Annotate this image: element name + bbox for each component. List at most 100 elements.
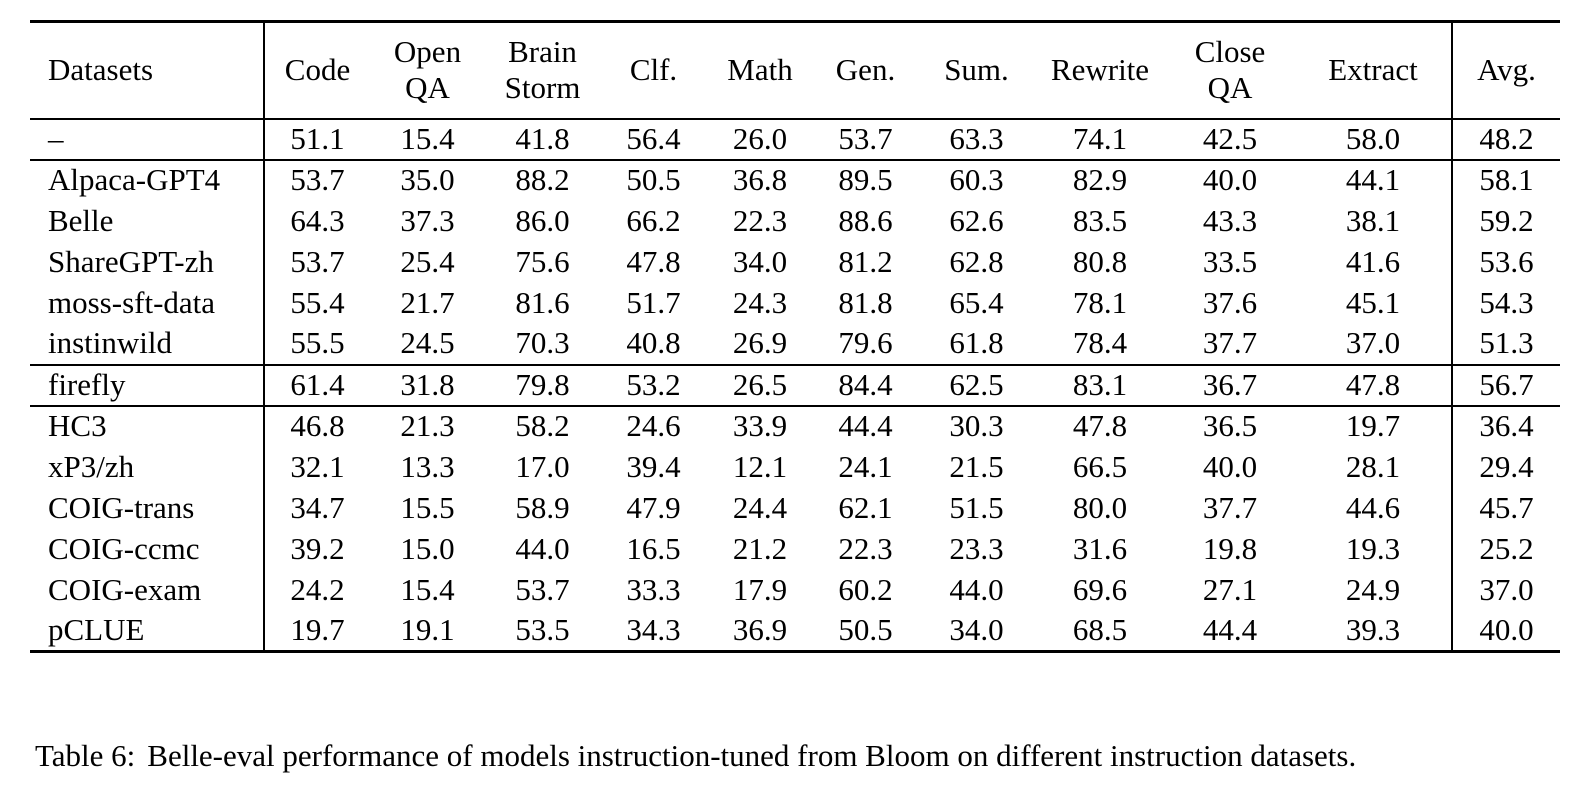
score-cell: 24.9	[1345, 571, 1401, 607]
dataset-label: moss-sft-data	[30, 282, 265, 324]
score-cell: 36.9	[732, 611, 788, 647]
score-cell: 31.6	[1072, 530, 1128, 566]
score-cell: 65.4	[949, 284, 1004, 320]
score-cell: 45.1	[1345, 284, 1401, 320]
caption-text: Belle-eval performance of models instruc…	[147, 738, 1357, 773]
score-cell: 44.0	[515, 530, 570, 566]
score-cell: 62.1	[838, 489, 893, 525]
score-cell: 33.9	[732, 408, 788, 444]
score-cell: 68.5	[1072, 611, 1128, 647]
score-cell: 50.5	[626, 162, 681, 198]
score-cell: 84.4	[838, 366, 893, 402]
score-cell: 19.8	[1202, 530, 1258, 566]
score-cell: 15.5	[400, 489, 455, 525]
score-cell: 34.0	[732, 243, 788, 279]
score-cell: 15.4	[400, 571, 455, 607]
score-cell: 50.5	[838, 611, 893, 647]
row-group-main-instruction-sets: Alpaca-GPT4 53.7 35.0 88.2 50.5 36.8 89.5 60.3 8…	[30, 159, 1560, 365]
column-header-code: Code	[284, 51, 351, 87]
dataset-label: COIG-ccmc	[30, 528, 265, 570]
score-cell: 33.3	[626, 571, 681, 607]
table-caption: Table 6: Belle-eval performance of models…	[35, 738, 1565, 774]
score-cell: 53.7	[515, 571, 570, 607]
score-cell: 31.8	[400, 366, 455, 402]
score-cell: 26.0	[732, 120, 788, 156]
table-header: Datasets Code Open QA Brain Storm Clf. Math Ge…	[30, 21, 1560, 119]
score-cell: 62.5	[949, 366, 1004, 402]
score-cell: 70.3	[515, 325, 570, 361]
score-cell: 16.5	[626, 530, 681, 566]
score-cell: 24.3	[732, 284, 788, 320]
score-cell: 51.3	[1451, 323, 1560, 365]
score-cell: 45.7	[1451, 487, 1560, 529]
score-cell: 64.3	[290, 202, 345, 238]
score-cell: 82.9	[1072, 162, 1128, 198]
score-cell: 61.4	[290, 366, 345, 402]
score-cell: 81.6	[515, 284, 570, 320]
dataset-label: Belle	[30, 200, 265, 242]
score-cell: 58.1	[1451, 159, 1560, 201]
dataset-label: pCLUE	[30, 610, 265, 652]
table-row-hc3: HC3 46.8 21.3 58.2 24.6 33.9 44.4 30.3 47.8 36.5 1…	[30, 405, 1560, 447]
score-cell: 13.3	[400, 448, 455, 484]
score-cell: 80.0	[1072, 489, 1128, 525]
column-header-sum: Sum.	[944, 51, 1009, 87]
score-cell: 23.3	[949, 530, 1004, 566]
dataset-label: Alpaca-GPT4	[30, 159, 265, 201]
score-cell: 37.6	[1202, 284, 1258, 320]
score-cell: 53.5	[515, 611, 570, 647]
results-table: Datasets Code Open QA Brain Storm Clf. Math Ge…	[30, 20, 1560, 653]
score-cell: 79.8	[515, 366, 570, 402]
score-cell: 62.6	[949, 202, 1004, 238]
table-row-col: –51.1 15.4 41.8 56.4 26.0 53.7 63.3 74.1 42.5 58.…	[30, 118, 1560, 160]
column-header-math: Math	[727, 51, 793, 87]
score-cell: 53.6	[1451, 241, 1560, 283]
score-cell: 47.8	[1345, 366, 1401, 402]
score-cell: 83.1	[1072, 366, 1128, 402]
score-cell: 79.6	[838, 325, 893, 361]
score-cell: 36.8	[732, 162, 788, 198]
score-cell: 33.5	[1202, 243, 1258, 279]
score-cell: 38.1	[1345, 202, 1401, 238]
score-cell: 15.4	[400, 120, 455, 156]
dataset-label: ShareGPT-zh	[30, 241, 265, 283]
score-cell: 54.3	[1451, 282, 1560, 324]
score-cell: 35.0	[400, 162, 455, 198]
score-cell: 58.2	[515, 408, 570, 444]
score-cell: 60.2	[838, 571, 893, 607]
score-cell: 39.2	[290, 530, 345, 566]
score-cell: 80.8	[1072, 243, 1128, 279]
score-cell: 24.2	[290, 571, 345, 607]
score-cell: 37.3	[400, 202, 455, 238]
column-header-extract: Extract	[1328, 51, 1418, 87]
column-header-gen: Gen.	[835, 51, 896, 87]
score-cell: 19.3	[1345, 530, 1401, 566]
column-header-open-qa: Open QA	[393, 33, 462, 106]
score-cell: 32.1	[290, 448, 345, 484]
score-cell: 43.3	[1202, 202, 1258, 238]
score-cell: 48.2	[1451, 118, 1560, 160]
score-cell: 24.5	[400, 325, 455, 361]
score-cell: 55.5	[290, 325, 345, 361]
score-cell: 78.4	[1072, 325, 1128, 361]
dataset-label: xP3/zh	[30, 446, 265, 488]
score-cell: 53.7	[838, 120, 893, 156]
score-cell: 37.7	[1202, 325, 1258, 361]
dataset-label: instinwild	[30, 323, 265, 365]
score-cell: 44.1	[1345, 162, 1401, 198]
dataset-label: HC3	[30, 405, 265, 447]
score-cell: 44.4	[838, 408, 893, 444]
table-row-xp3-zh: xP3/zh 32.1 13.3 17.0 39.4 12.1 24.1 21.5 66.5 40…	[30, 446, 1560, 488]
score-cell: 39.4	[626, 448, 681, 484]
score-cell: 17.0	[515, 448, 570, 484]
score-cell: 15.0	[400, 530, 455, 566]
header-row: Datasets Code Open QA Brain Storm Clf. Math Ge…	[30, 21, 1560, 119]
score-cell: 29.4	[1451, 446, 1560, 488]
score-cell: 53.7	[290, 243, 345, 279]
score-cell: 37.7	[1202, 489, 1258, 525]
dataset-label: –	[30, 118, 265, 160]
score-cell: 58.0	[1345, 120, 1401, 156]
score-cell: 75.6	[515, 243, 570, 279]
score-cell: 41.6	[1345, 243, 1401, 279]
